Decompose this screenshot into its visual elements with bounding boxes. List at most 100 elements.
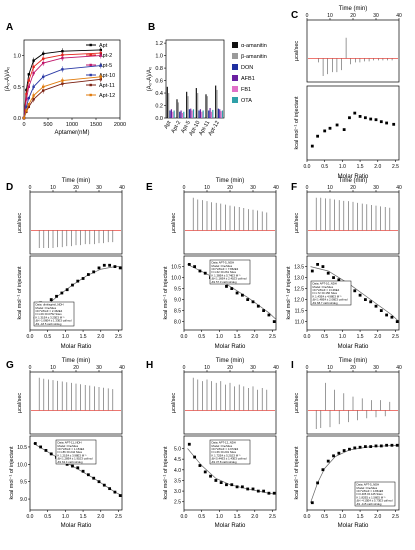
panel-h-time-label: Time (min)	[216, 358, 244, 364]
panel-g-point	[102, 483, 106, 487]
panel-g-time-tick-label: 30	[96, 365, 102, 371]
panel-f-time-tick-label: 10	[327, 185, 333, 191]
panel-b-bar	[210, 111, 213, 118]
panel-b-bar	[201, 111, 203, 118]
panel-i-fit-inset-line: ΔH -4.15E4 ± 5.73E3 cal/mol	[357, 499, 393, 503]
panel-b-bar	[180, 110, 182, 118]
panel-b-bar	[206, 96, 208, 118]
panel-a-legend-label: Apt-12	[99, 93, 115, 99]
panel-h-point	[246, 487, 250, 491]
panel-b-bar	[179, 111, 181, 118]
panel-e-xtick-label: 2.0	[251, 334, 258, 340]
panel-i-point	[353, 446, 357, 450]
panel-a-point	[25, 88, 28, 92]
panel-i-fit-inset-line: Model: OneSites	[357, 486, 378, 490]
panel-e-xtick-label: 2.5	[269, 334, 276, 340]
panel-c-isotherm-frame	[306, 85, 400, 161]
panel-d-fit-inset-line: Chi^2/DoF = 2.462E4	[36, 309, 63, 313]
panel-h-time-tick-label: 10	[204, 365, 210, 371]
panel-a-xtick-label: 0	[22, 122, 25, 128]
panel-f-xtick-label: 2.0	[374, 334, 381, 340]
panel-f-xtick-label: 2.5	[392, 334, 399, 340]
panel-letter-c: C	[291, 10, 298, 21]
panel-h-fit-inset-line: Data: APT-12_NDH	[212, 441, 236, 445]
panel-h-xtick-label: 0.5	[198, 514, 205, 520]
panel-g-point	[118, 494, 122, 497]
panel-b-legend-swatch	[232, 75, 238, 81]
panel-d-fit-inset-line: ΔH -1.06E4 ± 1.33E3 cal/mol	[36, 319, 72, 323]
panel-d-point	[86, 273, 90, 276]
panel-d-point	[55, 294, 58, 298]
panel-b-bar	[209, 108, 211, 118]
panel-a-ylabel: (A₀-A)/A₀	[5, 66, 11, 91]
panel-b-ytick-label: 0.0	[155, 116, 163, 122]
panel-g-fit-inset-line: ΔH 1.28E4 ± 1.91E3 cal/mol	[58, 457, 93, 461]
panel-h-point	[240, 485, 244, 489]
panel-c-xtick-label: 0.0	[304, 164, 311, 170]
panel-b-legend-swatch	[232, 42, 238, 48]
panel-e-point	[187, 263, 191, 266]
panel-g-fit-inset-line: N 1.86 ±0.244 Sites	[58, 450, 83, 454]
panel-d-point	[60, 291, 64, 295]
panel-i-point	[326, 459, 330, 463]
panel-b-bar	[217, 108, 219, 118]
panel-c-point	[363, 116, 367, 120]
panel-h-point	[193, 455, 197, 459]
panel-a-legend-label: Apt-11	[99, 83, 115, 89]
panel-d-point	[65, 288, 69, 292]
panel-e-point	[235, 291, 239, 295]
panel-b-bar	[205, 94, 207, 118]
panel-b-bar	[216, 89, 218, 118]
panel-h-ytick-label: 5.0	[174, 447, 181, 453]
panel-i-xtick-label: 0.0	[304, 514, 311, 520]
panel-e-fit-inset-line: N 1.62 ±0.261 Sites	[212, 270, 237, 274]
panel-g-point	[33, 442, 37, 445]
panel-f-point	[395, 320, 399, 323]
panel-b-category-label: Apt	[163, 120, 173, 131]
panel-f-time-tick-label: 20	[350, 185, 356, 191]
panel-b-bar	[177, 102, 179, 118]
panel-i-point	[332, 454, 335, 458]
panel-g-time-label: Time (min)	[62, 358, 90, 364]
panel-c-point	[379, 120, 383, 124]
panel-b-bar	[168, 93, 170, 118]
panel-i-xlabel: Molar Ratio	[338, 523, 369, 529]
panel-a-legend-marker	[89, 53, 92, 57]
panel-b-bar	[190, 108, 192, 118]
panel-a-legend-label: Apt-5	[99, 63, 112, 69]
panel-i-fit-inset-line: Data: APT-5_NDH	[357, 483, 380, 487]
panel-e-point	[262, 309, 266, 312]
panel-a-point	[27, 96, 30, 100]
panel-b-bar	[208, 110, 210, 118]
panel-b-legend-label: FB1	[241, 87, 251, 93]
panel-h-time-tick-label: 20	[227, 365, 233, 371]
panel-g-xlabel: Molar Ratio	[61, 523, 92, 529]
panel-g-point	[71, 464, 74, 468]
panel-a-legend-marker	[89, 63, 92, 67]
panel-f-point	[353, 289, 357, 293]
panel-g-xtick-label: 1.0	[62, 514, 69, 520]
panel-c-time-tick-label: 10	[327, 13, 333, 19]
panel-h-point	[209, 474, 212, 478]
panel-i-point	[310, 501, 314, 505]
panel-letter-e: E	[146, 182, 153, 193]
panel-e-point	[256, 304, 260, 308]
panel-f-fit-inset-line: Model: OneSites	[313, 285, 334, 289]
panel-g-point	[97, 480, 101, 484]
panel-i-point	[374, 444, 378, 448]
panel-e-point	[203, 271, 207, 275]
panel-g-fit-inset-line: Data: APT-11_NDH	[58, 441, 82, 445]
panel-d-time-label: Time (min)	[62, 178, 90, 184]
panel-c-point	[392, 122, 396, 126]
panel-a-xtick-label: 2000	[114, 122, 126, 128]
panel-a-xtick-label: 500	[43, 122, 52, 128]
panel-e-ytick-label: 10.0	[171, 276, 181, 282]
panel-h-point	[267, 491, 271, 495]
panel-d-point	[49, 298, 53, 301]
panel-h-point	[219, 481, 223, 484]
panel-d-fit-inset-line: Data: dinitisgrisil_NDH	[36, 303, 64, 307]
panel-b-legend-label: α-amanitin	[241, 43, 267, 49]
panel-i-point	[385, 443, 389, 447]
panel-a-point	[25, 105, 28, 108]
